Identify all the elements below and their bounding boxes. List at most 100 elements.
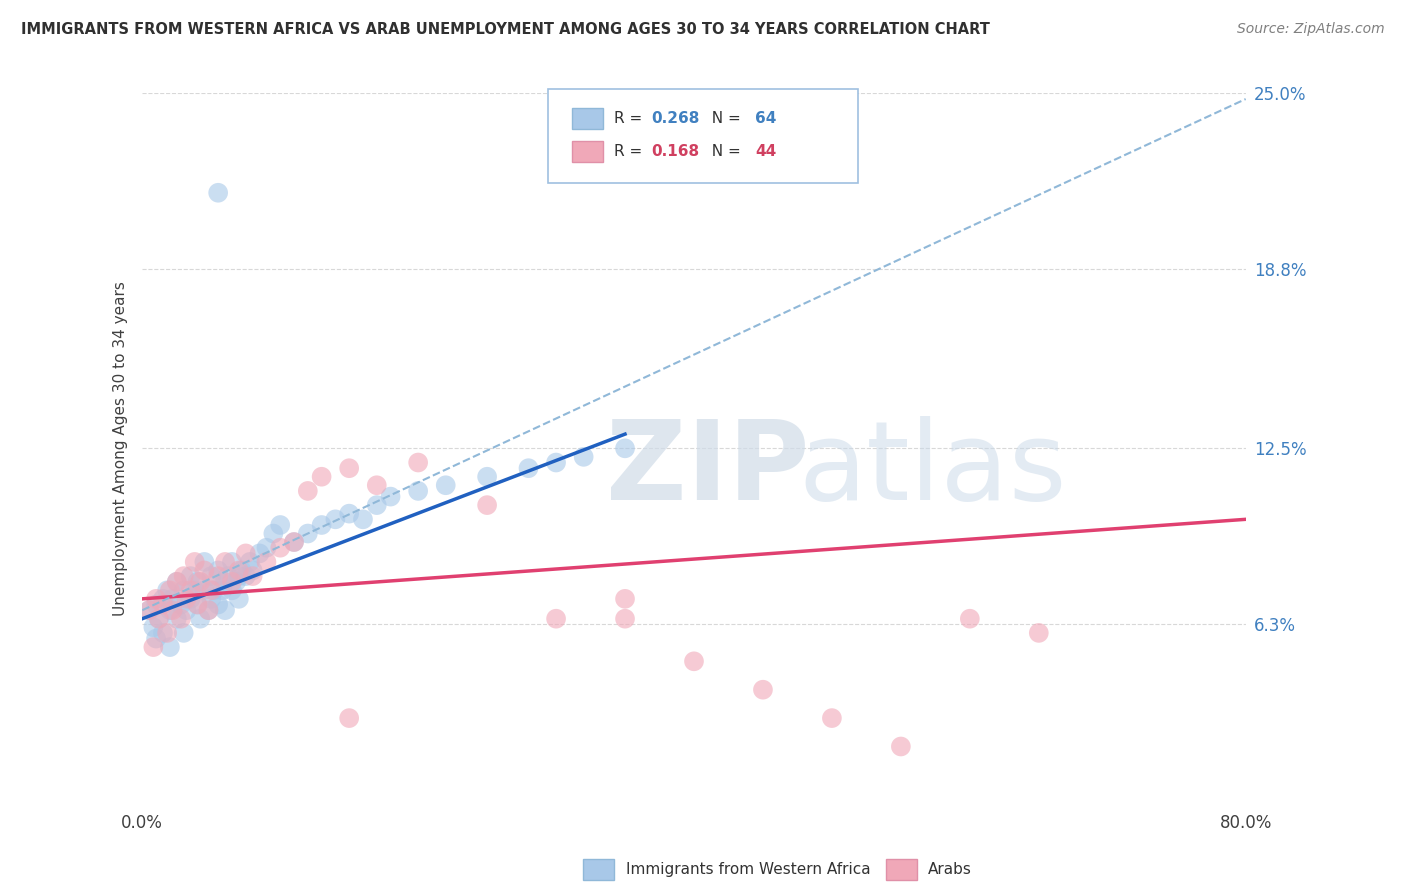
Point [173,626,195,640]
Point [366,478,388,492]
Point [572,450,595,464]
Point [207,186,229,200]
Point [256,541,278,555]
Point [176,603,198,617]
Text: N =: N = [702,112,745,126]
Point [214,574,236,589]
Point [193,583,215,598]
Point [752,682,775,697]
Point [197,603,219,617]
Point [148,612,170,626]
Point [188,612,211,626]
Point [517,461,540,475]
Point [297,526,319,541]
Point [890,739,912,754]
Point [221,583,243,598]
Point [352,512,374,526]
Point [152,598,174,612]
Text: Source: ZipAtlas.com: Source: ZipAtlas.com [1237,22,1385,37]
Point [311,469,333,483]
Point [176,591,198,606]
Text: IMMIGRANTS FROM WESTERN AFRICA VS ARAB UNEMPLOYMENT AMONG AGES 30 TO 34 YEARS CO: IMMIGRANTS FROM WESTERN AFRICA VS ARAB U… [21,22,990,37]
Point [193,563,215,577]
Point [173,569,195,583]
Point [197,603,219,617]
Text: N =: N = [702,145,745,159]
Point [546,612,568,626]
Point [200,583,222,598]
Point [221,574,243,589]
Point [166,574,188,589]
Point [249,546,271,560]
Text: Immigrants from Western Africa: Immigrants from Western Africa [626,863,870,877]
Point [162,603,184,617]
Point [138,603,160,617]
Point [142,640,165,654]
Point [148,612,170,626]
Point [337,507,360,521]
Point [269,518,291,533]
Point [235,569,257,583]
Point [156,583,179,598]
Point [475,498,498,512]
Point [297,483,319,498]
Y-axis label: Unemployment Among Ages 30 to 34 years: Unemployment Among Ages 30 to 34 years [114,281,128,615]
Point [159,583,181,598]
Point [821,711,844,725]
Point [170,612,193,626]
Point [406,483,429,498]
Text: Arabs: Arabs [928,863,972,877]
Point [207,563,229,577]
Point [262,526,284,541]
Text: 0.268: 0.268 [651,112,699,126]
Point [406,456,429,470]
Point [200,569,222,583]
Point [614,442,637,456]
Point [242,563,264,577]
Point [207,569,229,583]
Point [152,591,174,606]
Point [214,603,236,617]
Text: 44: 44 [755,145,776,159]
Point [214,555,236,569]
Point [170,598,193,612]
Text: ZIP: ZIP [606,417,808,523]
Point [228,569,250,583]
Point [225,574,247,589]
Point [180,591,202,606]
Point [186,574,208,589]
Point [159,640,181,654]
Point [380,490,402,504]
Point [200,591,222,606]
Point [183,583,205,598]
Point [434,478,457,492]
Point [228,591,250,606]
Text: 64: 64 [755,112,776,126]
Point [283,535,305,549]
Point [217,569,239,583]
Point [235,546,257,560]
Point [202,583,225,598]
Point [269,541,291,555]
Point [256,555,278,569]
Point [173,583,195,598]
Point [186,598,208,612]
Point [145,591,167,606]
Point [138,603,160,617]
Point [475,469,498,483]
Point [283,535,305,549]
Point [145,598,167,612]
Point [142,620,165,634]
Point [145,632,167,646]
Point [311,518,333,533]
Point [180,569,202,583]
Text: R =: R = [614,112,648,126]
Point [166,612,188,626]
Point [337,711,360,725]
Point [959,612,981,626]
Point [614,612,637,626]
Text: R =: R = [614,145,648,159]
Point [366,498,388,512]
Point [221,555,243,569]
Point [188,574,211,589]
